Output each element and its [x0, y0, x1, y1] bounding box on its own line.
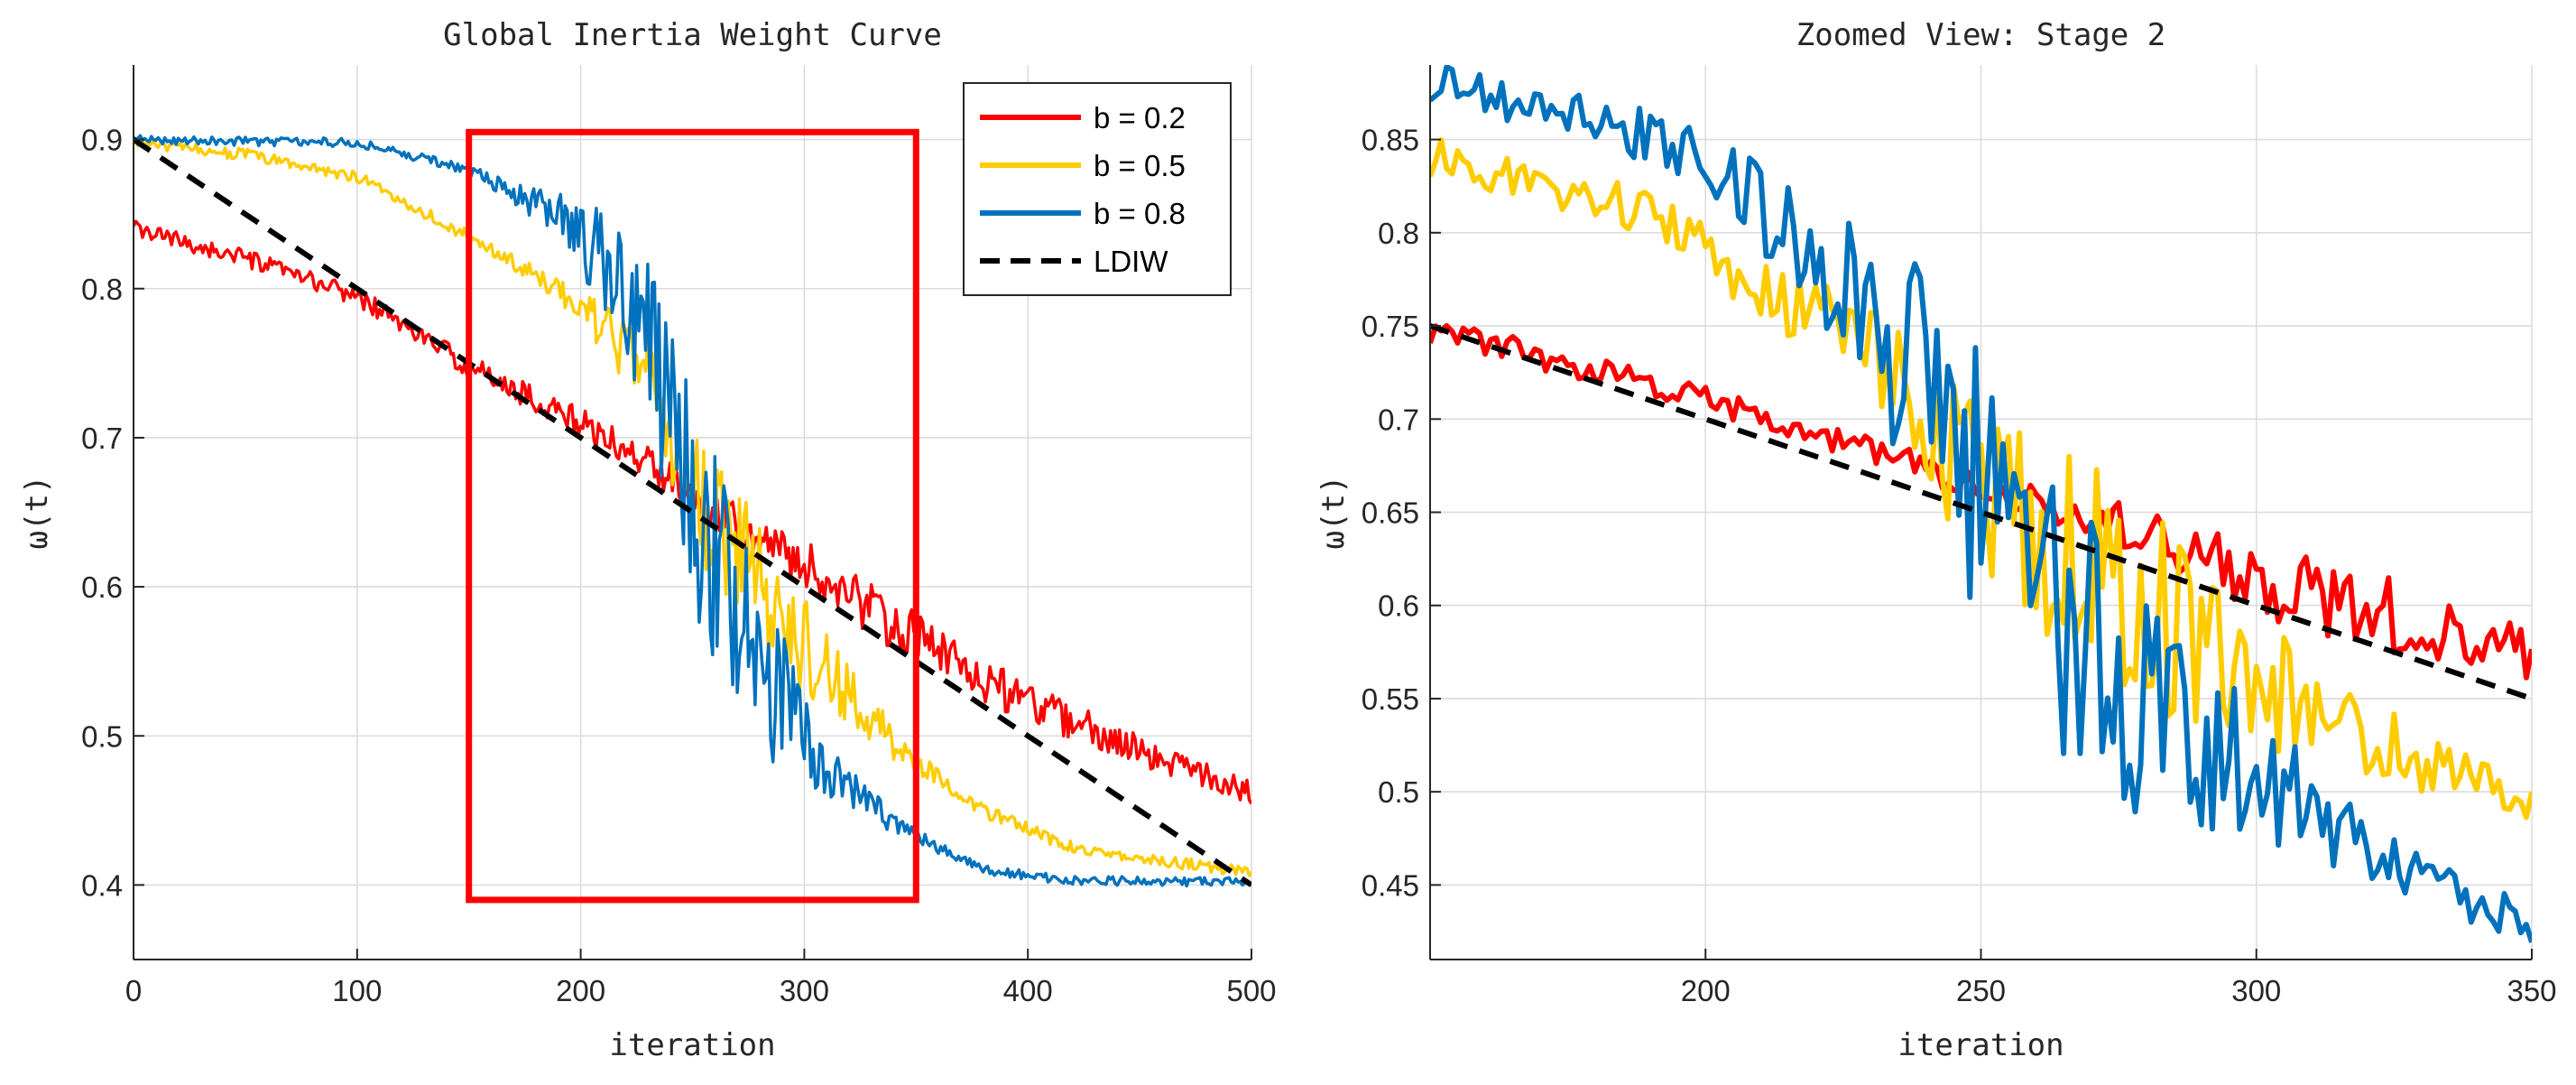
panel2-x-tick-label: 350: [2507, 974, 2556, 1007]
panel1-x-axis-label: iteration: [609, 1027, 775, 1063]
panel2-y-tick-label: 0.85: [1362, 124, 1419, 157]
panel2-y-tick-label: 0.7: [1378, 403, 1419, 436]
panel1-zoom-region-box: [466, 128, 919, 904]
panel2-y-tick-label: 0.8: [1378, 217, 1419, 250]
legend-entry-label: LDIW: [1094, 245, 1168, 278]
panel2-chart: 200 250 300 350 0.45 0.5 0.55 0.6 0.65 0.7 0.75 0.8…: [1316, 17, 2557, 1063]
panel1-x-tick-label: 300: [780, 974, 829, 1007]
legend-entry-label: b = 0.5: [1094, 149, 1186, 182]
panel1-y-axis-label: ω(t): [19, 476, 55, 550]
panel1-y-tick-label: 0.6: [81, 570, 123, 604]
panel2-x-tick-label: 250: [1956, 974, 2006, 1007]
panel1-y-tick-label: 0.7: [81, 422, 123, 455]
panel1-x-tick-label: 100: [332, 974, 382, 1007]
legend-entry-label: b = 0.2: [1094, 101, 1186, 134]
panel2-series-b05-line: [1430, 137, 2532, 821]
panel1-legend: b = 0.2 b = 0.5 b = 0.8 LDIW: [963, 82, 1232, 296]
panel1-series-b08-line: [134, 134, 1251, 888]
panel2-y-tick-label: 0.75: [1362, 310, 1419, 343]
panel2-x-tick-label: 300: [2231, 974, 2281, 1007]
panel2-series-group: [1430, 65, 2532, 943]
panel1-x-tick-label: 500: [1226, 974, 1276, 1007]
panel1-y-tick-label: 0.9: [81, 124, 123, 157]
panel1-y-tick-label: 0.8: [81, 273, 123, 306]
panel1-series-ldiw-line: [134, 137, 1251, 887]
panel1-y-tick-label: 0.4: [81, 868, 123, 902]
panel2-x-tick-label: 200: [1681, 974, 1731, 1007]
panel2-series-b08-line: [1430, 65, 2532, 943]
panel1-title: Global Inertia Weight Curve: [443, 17, 942, 53]
panel2-y-tick-label: 0.55: [1362, 682, 1419, 716]
panel1-series-group: [134, 134, 1251, 888]
panel2-y-tick-label: 0.45: [1362, 868, 1419, 902]
panel2-y-tick-label: 0.5: [1378, 775, 1419, 809]
legend-entry-label: b = 0.8: [1094, 197, 1186, 230]
panel2-x-axis-label: iteration: [1897, 1027, 2064, 1063]
panel1-x-tick-label: 0: [125, 974, 142, 1007]
panel1-x-tick-label: 400: [1003, 974, 1053, 1007]
panel1-x-tick-label: 200: [556, 974, 605, 1007]
panel2-y-tick-label: 0.65: [1362, 496, 1419, 530]
panel1-chart: 0 100 200 300 400 500 0.4 0.5 0.6 0.7 0.8 0.9 Global…: [19, 17, 1277, 1063]
panel2-y-tick-label: 0.6: [1378, 589, 1419, 623]
panel2-y-axis-label: ω(t): [1316, 476, 1352, 550]
panel1-y-tick-label: 0.5: [81, 719, 123, 753]
panel2-title: Zoomed View: Stage 2: [1796, 17, 2165, 53]
